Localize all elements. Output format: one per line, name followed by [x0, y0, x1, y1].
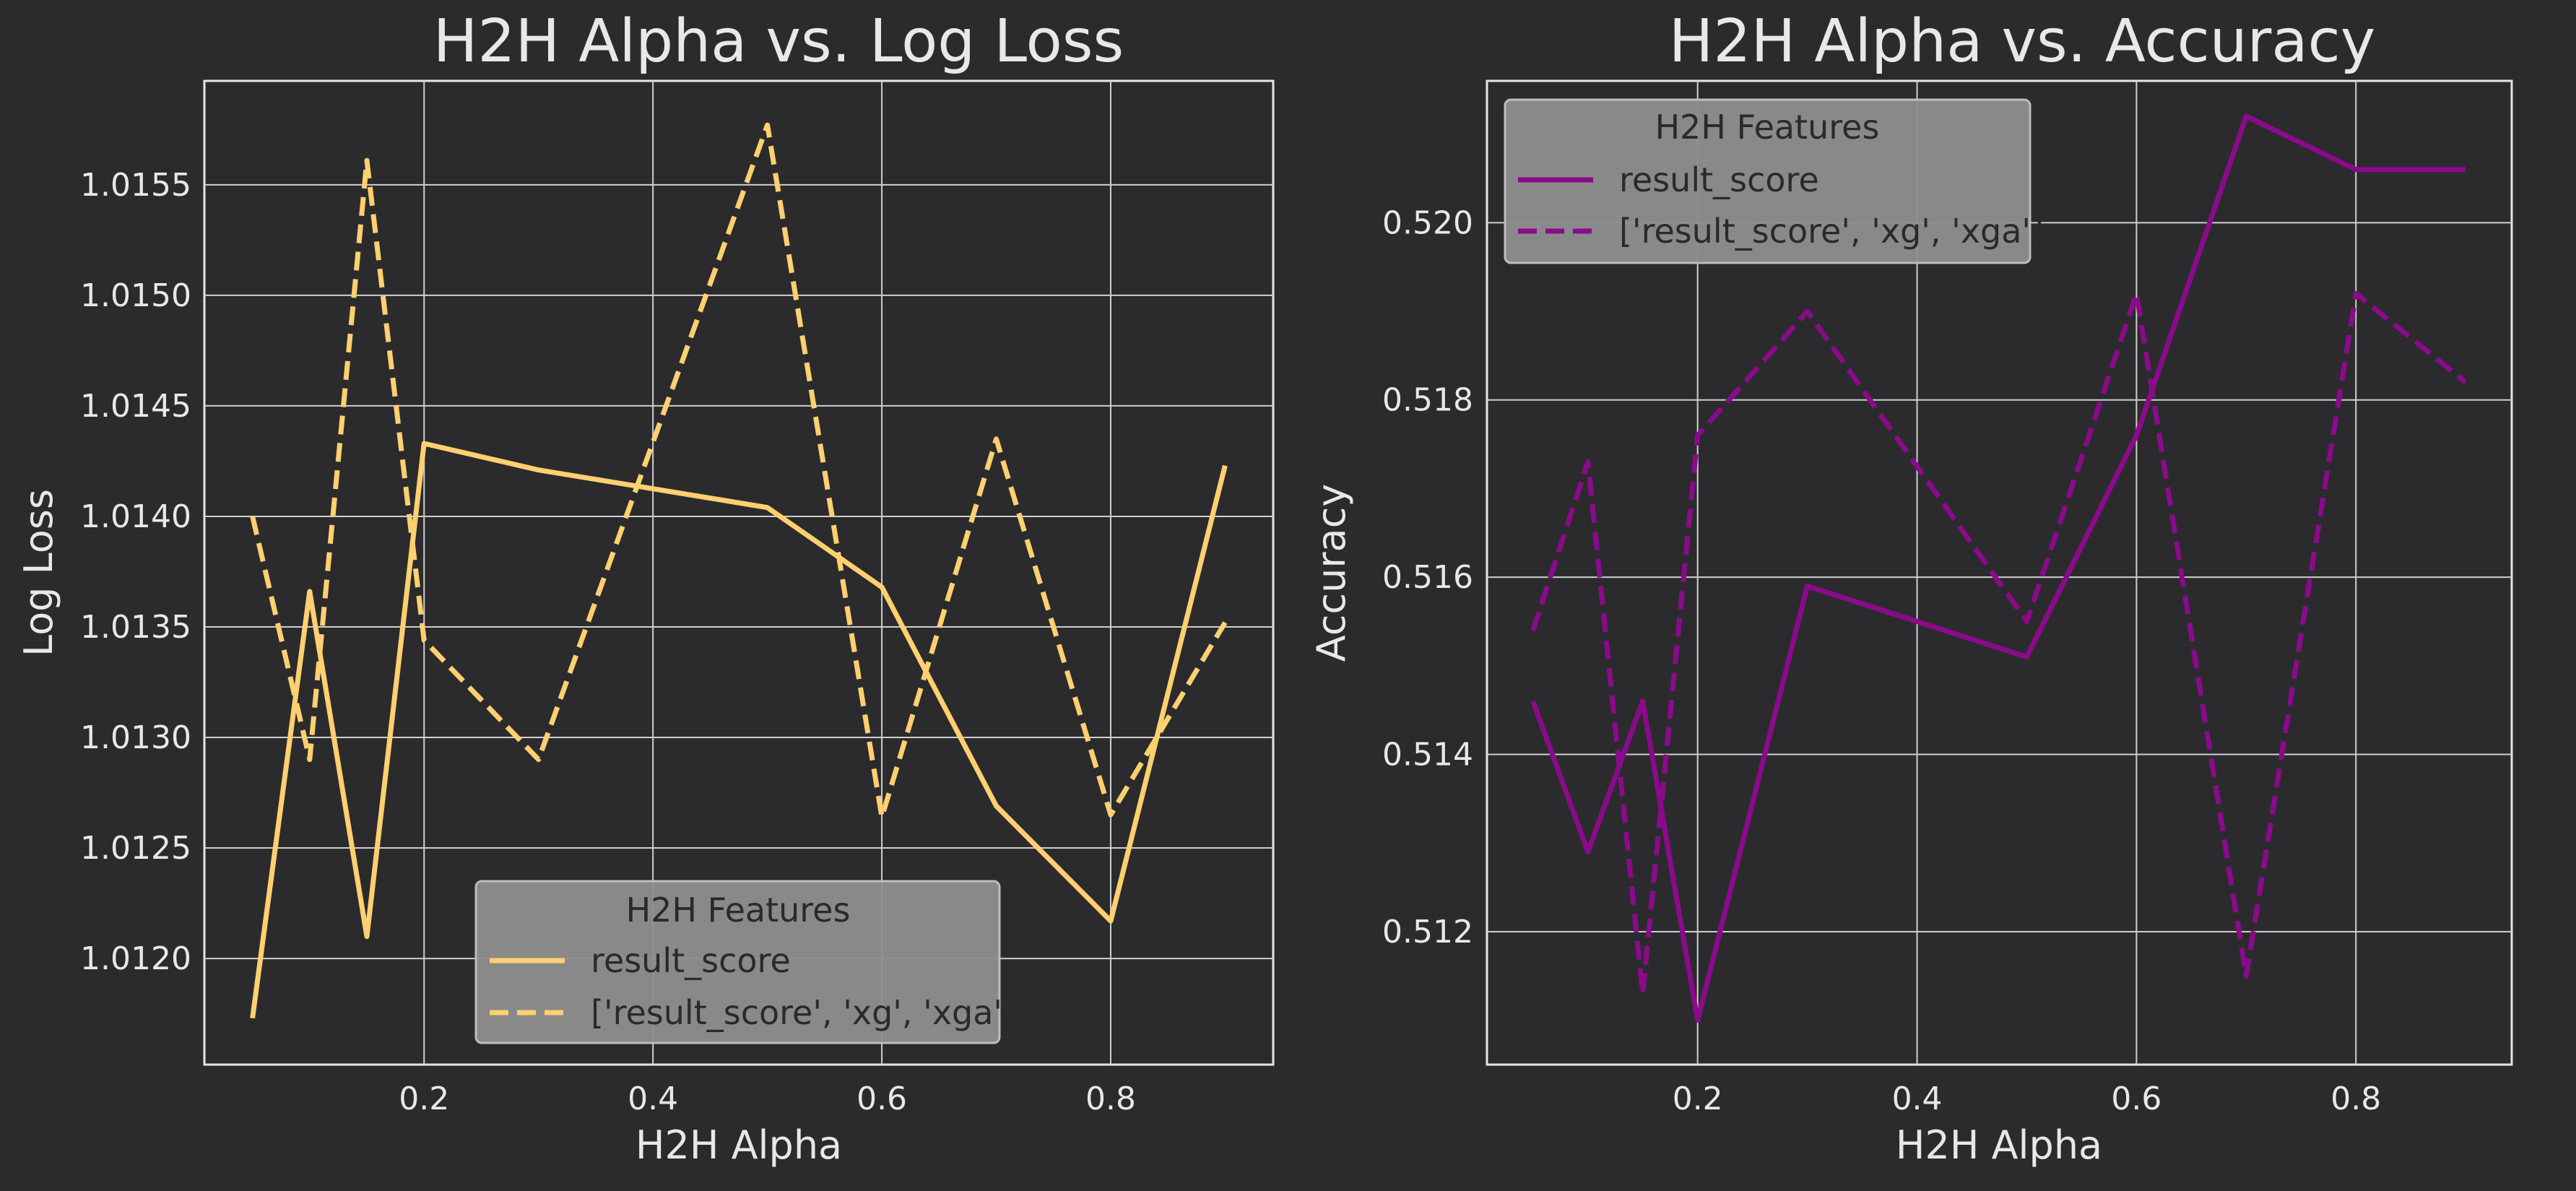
- y-tick-label: 1.0145: [80, 388, 191, 425]
- legend-box: [1504, 98, 2031, 264]
- y-tick-label: 1.0140: [80, 498, 191, 535]
- chart-title: H2H Alpha vs. Log Loss: [433, 7, 1124, 76]
- legend-entry: result_score: [1619, 160, 1819, 199]
- legend-entry: ['result_score', 'xg', 'xga']: [1619, 212, 2044, 251]
- x-tick-label: 0.6: [2111, 1080, 2161, 1117]
- y-tick-label: 1.0125: [80, 830, 191, 867]
- x-axis-label: H2H Alpha: [1896, 1122, 2102, 1168]
- series-lines: [250, 122, 1228, 1019]
- legend: H2H Features result_score ['result_score…: [474, 880, 1015, 1044]
- series-line-dashed: [250, 122, 1228, 820]
- x-axis-label: H2H Alpha: [636, 1122, 842, 1168]
- y-tick-label: 0.516: [1382, 559, 1473, 596]
- y-tick-label: 1.0155: [80, 167, 191, 204]
- y-tick-labels: 1.0120 1.0125 1.0130 1.0135 1.0140 1.0145 1.01…: [80, 167, 191, 977]
- series-line-dashed: [1530, 291, 2468, 997]
- y-tick-label: 0.520: [1382, 204, 1473, 241]
- grid: [204, 81, 1273, 1065]
- chart-title: H2H Alpha vs. Accuracy: [1669, 7, 2376, 76]
- x-tick-label: 0.4: [1892, 1080, 1943, 1117]
- y-tick-label: 1.0135: [80, 609, 191, 646]
- x-tick-label: 0.2: [399, 1080, 449, 1117]
- legend-box: [474, 880, 1001, 1044]
- legend: H2H Features result_score ['result_score…: [1504, 98, 2044, 264]
- y-tick-label: 1.0150: [80, 277, 191, 314]
- y-tick-label: 0.512: [1382, 914, 1473, 950]
- legend-title: H2H Features: [626, 891, 851, 930]
- x-tick-labels: 0.2 0.4 0.6 0.8: [399, 1080, 1136, 1117]
- y-axis-label: Log Loss: [16, 489, 61, 657]
- y-tick-label: 0.518: [1382, 382, 1473, 419]
- y-tick-labels: 0.512 0.514 0.516 0.518 0.520: [1382, 204, 1473, 950]
- x-tick-label: 0.2: [1673, 1080, 1723, 1117]
- series-lines: [1530, 113, 2468, 1023]
- y-tick-label: 1.0130: [80, 719, 191, 756]
- legend-title: H2H Features: [1655, 108, 1880, 147]
- x-tick-label: 0.4: [628, 1080, 678, 1117]
- series-line-solid: [1530, 113, 2466, 1023]
- x-tick-label: 0.6: [857, 1080, 907, 1117]
- accuracy-chart: H2H Alpha vs. Accuracy 0.2 0.4 0.6 0.8 0.51…: [1309, 7, 2513, 1168]
- x-tick-labels: 0.2 0.4 0.6 0.8: [1673, 1080, 2382, 1117]
- x-tick-label: 0.8: [2330, 1080, 2381, 1117]
- y-tick-label: 1.0120: [80, 940, 191, 977]
- legend-entry: result_score: [591, 941, 791, 980]
- x-tick-label: 0.8: [1085, 1080, 1136, 1117]
- y-tick-label: 0.514: [1382, 737, 1473, 774]
- series-line-solid: [250, 441, 1228, 1019]
- y-axis-label: Accuracy: [1309, 484, 1354, 662]
- legend-entry: ['result_score', 'xg', 'xga']: [591, 993, 1015, 1032]
- log-loss-chart: H2H Alpha vs. Log Loss 0.2 0.4 0.6 0.8 1.01…: [16, 7, 1275, 1168]
